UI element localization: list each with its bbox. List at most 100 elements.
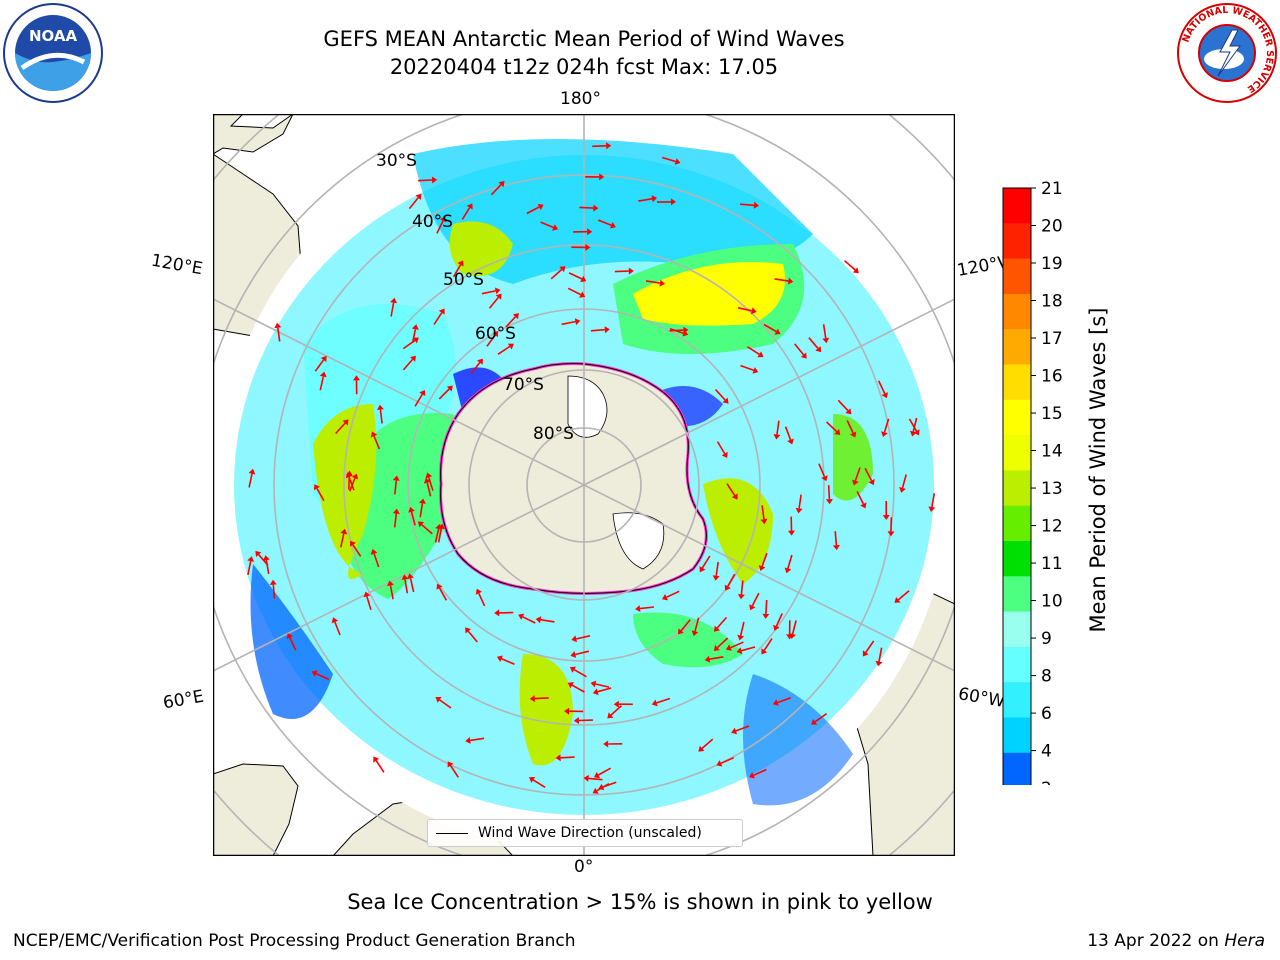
wave-arrow-shaft: [488, 296, 500, 309]
ross-ice-shelf: [567, 375, 608, 438]
wave-arrow-head: [850, 431, 857, 438]
colorbar-tick-label: 17: [1041, 329, 1063, 349]
wave-arrow-head: [749, 772, 755, 779]
wave-arrow-shaft: [726, 483, 736, 496]
wave-arrow-shaft: [540, 221, 554, 229]
wave-arrow-head: [418, 521, 424, 528]
wave-arrow-shaft: [595, 683, 610, 688]
wave-arrow-shaft: [588, 777, 603, 781]
wave-arrow-shaft: [248, 473, 253, 488]
wave-arrow-shaft: [775, 613, 783, 627]
wave-arrow-head: [682, 329, 689, 337]
wave-arrow-shaft: [438, 587, 448, 601]
lat-label-80s: 80°S: [533, 424, 574, 444]
wave-arrow-head: [749, 604, 756, 611]
wave-arrow-head: [494, 609, 500, 617]
wave-arrow-head: [760, 518, 768, 525]
wave-arrow-shaft: [865, 640, 875, 653]
wave-arrow-shaft: [878, 647, 883, 662]
colorbar-segment: [1003, 223, 1031, 260]
colorbar-ticks: 2 4 6 8 9 10 11 12 13 14 15 16 17 18 19 20 21: [1031, 180, 1063, 785]
wave-arrow-head: [498, 181, 505, 188]
wave-arrow-shaft: [436, 220, 444, 234]
wave-arrow-shaft: [550, 268, 563, 280]
colorbar-segment: [1003, 470, 1031, 507]
wave-arrow-head: [882, 515, 890, 520]
wave-arrow-head: [862, 650, 869, 657]
wave-arrow-head: [604, 326, 610, 334]
wave-arrow-head: [319, 371, 327, 378]
wave-arrow-shaft: [421, 524, 433, 535]
wave-arrow-head: [465, 627, 471, 634]
colorbar-tick-label: 16: [1041, 367, 1063, 387]
wave-arrow-shaft: [776, 420, 780, 435]
colorbar-segment: [1003, 752, 1031, 785]
wave-arrow-shaft: [414, 393, 423, 407]
lat-label-50s: 50°S: [443, 270, 484, 290]
wave-arrow-shaft: [481, 290, 496, 295]
wave-arrow-head: [737, 594, 745, 600]
wave-arrow-head: [860, 502, 867, 509]
colorbar-tick-label: 10: [1041, 592, 1063, 612]
wave-arrow-shaft: [247, 561, 252, 576]
legend-label: Wind Wave Direction (unscaled): [478, 825, 702, 841]
wave-arrow-shaft: [763, 323, 777, 333]
wave-arrow-head: [713, 645, 720, 651]
wave-arrow-shaft: [931, 493, 936, 508]
wave-arrow-shaft: [727, 573, 736, 587]
wave-arrow-shaft: [716, 441, 726, 455]
wave-arrow-head: [555, 754, 561, 762]
wave-arrow-head: [387, 580, 394, 587]
wave-arrow-head: [774, 328, 781, 335]
wave-arrow-head: [507, 343, 514, 350]
wave-arrow-head: [559, 266, 566, 273]
wave-arrow-head: [635, 605, 641, 612]
wave-arrow-shaft: [694, 617, 700, 632]
wave-arrow-head: [407, 573, 414, 579]
wave-arrow-shaft: [379, 409, 383, 424]
wave-arrow-shaft: [602, 781, 617, 788]
wave-arrow-head: [351, 473, 359, 480]
colorbar-segment: [1003, 611, 1031, 648]
legend-line-icon: [436, 832, 468, 834]
wave-arrow-head: [342, 419, 349, 426]
wave-arrow-head: [377, 404, 384, 410]
wave-arrow-shaft: [908, 418, 918, 432]
wave-arrow-shaft: [843, 260, 856, 271]
wave-arrow-shaft: [348, 475, 351, 490]
lon-label-120e: 120°E: [149, 250, 205, 280]
wave-arrow-head: [795, 507, 803, 514]
wave-arrow-head: [512, 313, 519, 320]
wave-arrow-shaft: [897, 590, 910, 601]
polar-map: [213, 114, 955, 856]
wave-arrow-shaft: [791, 620, 797, 635]
wave-arrow-head: [613, 700, 619, 708]
wave-arrow-head: [592, 688, 599, 696]
wave-arrow-shaft: [709, 656, 724, 660]
lon-label-0: 0°: [574, 857, 594, 877]
colorbar-tick-label: 9: [1041, 629, 1052, 649]
colorbar-segment: [1003, 329, 1031, 365]
wave-arrow-shaft: [375, 760, 385, 773]
wave-arrow-shaft: [526, 206, 540, 215]
wave-arrow-shaft: [532, 779, 546, 788]
wave-arrow-shaft: [837, 399, 849, 412]
wave-arrow-head: [659, 279, 665, 287]
map-title: GEFS MEAN Antarctic Mean Period of Wind …: [323, 27, 845, 51]
wave-arrow-shaft: [787, 554, 793, 569]
wave-arrow-head: [564, 707, 570, 715]
wave-arrow-shaft: [393, 513, 398, 528]
wave-arrow-shaft: [433, 312, 443, 325]
wave-arrow-shaft: [289, 637, 297, 651]
wave-arrow-head: [736, 647, 743, 655]
wave-arrow-shaft: [761, 505, 765, 520]
wave-arrow-head: [772, 699, 779, 706]
wave-arrow-head: [751, 307, 757, 315]
wave-arrow-head: [868, 479, 875, 486]
wave-arrow-head: [606, 142, 612, 150]
wave-arrow-head: [286, 633, 293, 640]
wave-arrow-shaft: [394, 480, 398, 495]
wave-arrow-shaft: [567, 287, 582, 296]
colorbar-tick-label: 2: [1041, 779, 1052, 785]
footer-date-text: 13 Apr 2022 on: [1087, 931, 1225, 951]
